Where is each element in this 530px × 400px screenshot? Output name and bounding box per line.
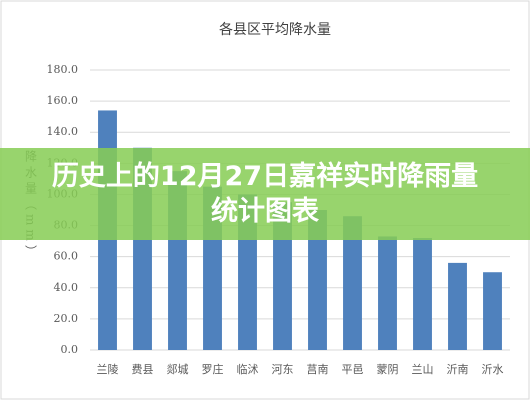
x-tick-label: 沂南 [447,363,469,376]
x-tick-label: 莒南 [307,363,329,376]
bar [483,272,502,350]
x-tick-label: 罗庄 [202,362,224,376]
x-tick-label: 平邑 [342,363,364,376]
y-tick-label: 20.0 [54,312,79,325]
y-tick-label: 60.0 [54,250,79,263]
bar [343,216,362,350]
x-tick-label: 兰山 [412,363,434,376]
bar [378,236,397,350]
bar [448,262,467,350]
bar [308,210,327,350]
chart-title: 各县区平均降水量 [219,22,331,38]
x-tick-label: 费县 [132,363,154,376]
banner: 历史上的12月27日嘉祥实时降雨量统计图表 [0,148,530,240]
x-tick-label: 兰陵 [97,363,119,376]
x-tick-label: 河东 [272,363,294,376]
banner-title: 历史上的12月27日嘉祥实时降雨量统计图表 [51,161,479,227]
y-tick-label: 0.0 [61,343,79,356]
y-tick-label: 40.0 [54,281,79,294]
y-tick-label: 180.0 [47,63,79,76]
y-tick-label: 160.0 [47,94,79,107]
x-tick-label: 蒙阴 [377,363,399,376]
x-tick-label: 沂水 [482,363,504,376]
x-tick-label: 郯城 [167,362,189,376]
bar [413,238,432,350]
x-tick-label: 临沭 [237,362,259,376]
y-tick-label: 140.0 [47,125,79,138]
